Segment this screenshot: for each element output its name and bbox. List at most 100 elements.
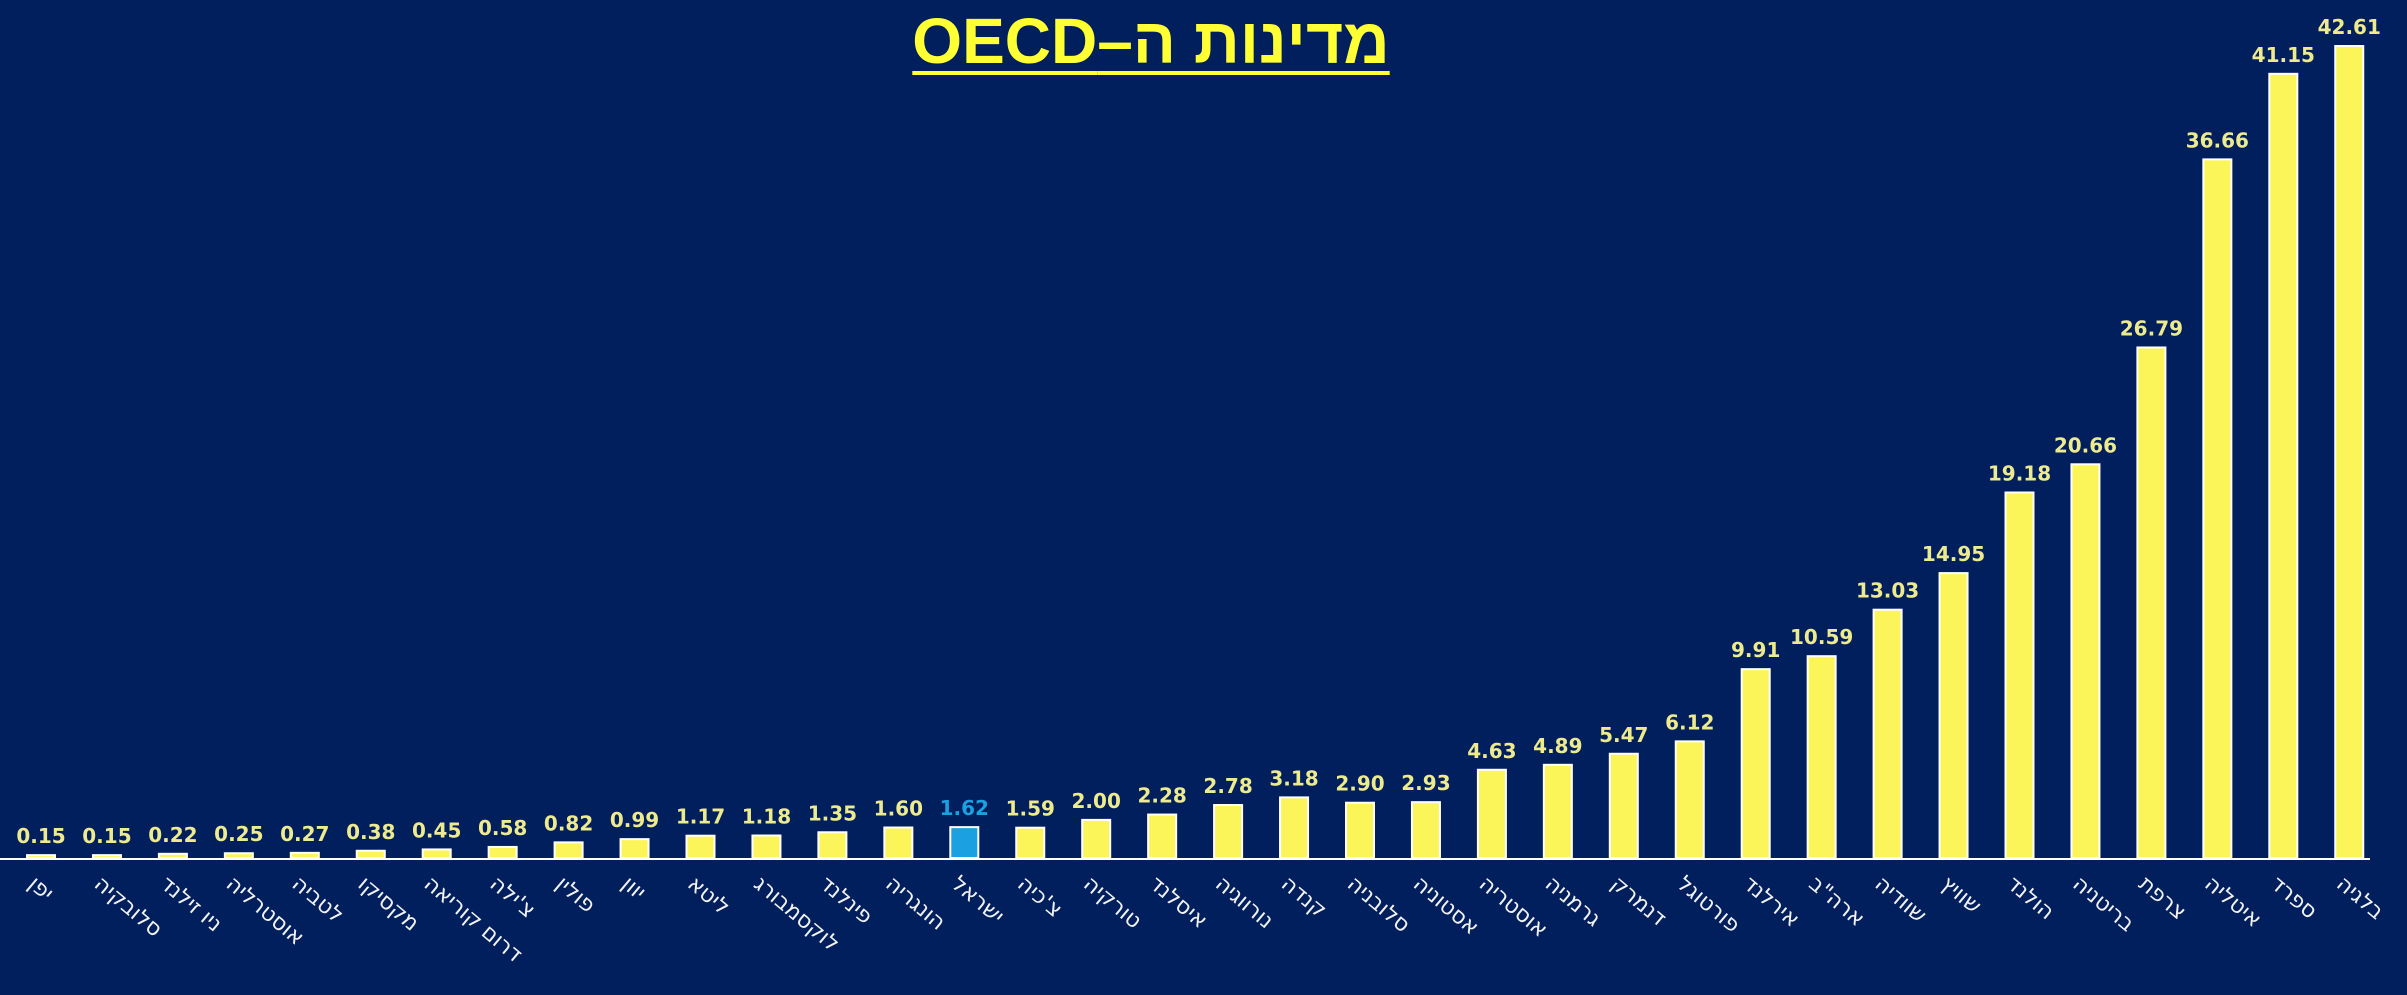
- x-tick-label: אסטוניה: [1408, 871, 1483, 940]
- value-label: 4.63: [1467, 739, 1516, 763]
- bar: [1872, 608, 1903, 860]
- bar: [2268, 72, 2299, 860]
- bar: [685, 834, 716, 859]
- value-label: 0.58: [478, 816, 527, 840]
- x-tick-label: סלובקיה: [89, 871, 167, 942]
- chart-title: מדינות ה–OECD: [912, 5, 1390, 77]
- bar: [2070, 463, 2101, 859]
- x-tick-label: מקסיקו: [353, 871, 424, 936]
- bar: [1806, 655, 1837, 859]
- x-tick-label: ניו זילנד: [155, 871, 227, 937]
- bar: [553, 841, 584, 859]
- value-label: 20.66: [2054, 433, 2117, 457]
- bar: [1081, 818, 1112, 860]
- bar: [1147, 813, 1178, 859]
- value-label: 2.00: [1072, 789, 1121, 813]
- x-tick-label: ארה"ב: [1804, 871, 1869, 932]
- x-tick-label: יפן: [23, 871, 58, 906]
- value-label: 0.45: [412, 818, 461, 842]
- bar: [1608, 752, 1639, 859]
- value-label: 0.99: [610, 808, 659, 832]
- bar: [289, 851, 320, 860]
- x-tick-label: שוויץ: [1936, 871, 1986, 919]
- bar: [1938, 572, 1969, 859]
- bar: [91, 854, 122, 860]
- x-tick-label: קנדה: [1276, 871, 1331, 923]
- value-label: 0.22: [148, 823, 197, 847]
- bar: [751, 834, 782, 859]
- value-label: 1.35: [808, 801, 857, 825]
- value-label: 0.15: [82, 824, 131, 848]
- bar: [487, 845, 518, 860]
- bar: [2334, 45, 2365, 859]
- value-label: 2.78: [1203, 774, 1252, 798]
- x-tick-label: נורווגיה: [1210, 871, 1278, 934]
- bar: [1410, 801, 1441, 860]
- value-label: 19.18: [1988, 461, 2051, 485]
- x-tick-label: צרפת: [2134, 871, 2191, 925]
- value-label: 1.62: [940, 796, 989, 820]
- x-tick-label: פורטוגל: [1672, 871, 1745, 938]
- x-tick-label: טורקיה: [1078, 871, 1146, 934]
- value-label: 0.27: [280, 822, 329, 846]
- bar: [883, 826, 914, 860]
- x-tick-label: סלובניה: [1342, 871, 1414, 937]
- x-tick-label: צ'כיה: [1012, 871, 1066, 922]
- bar: [619, 838, 650, 860]
- bar: [1740, 668, 1771, 859]
- value-label: 1.18: [742, 805, 791, 829]
- x-tick-label: איטליה: [2199, 871, 2265, 932]
- x-tick-label: שוודיה: [1870, 871, 1931, 928]
- bar: [2004, 491, 2035, 859]
- x-tick-label: אירלנד: [1738, 871, 1804, 932]
- x-tick-label: בריטניה: [2068, 871, 2140, 937]
- value-label: 2.28: [1137, 784, 1186, 808]
- x-tick-label: פולין: [551, 871, 600, 918]
- value-label: 9.91: [1731, 638, 1780, 662]
- bar: [1345, 801, 1375, 859]
- bar: [817, 831, 848, 859]
- value-label: 4.89: [1533, 734, 1582, 758]
- bar: [1476, 768, 1507, 859]
- value-label: 10.59: [1790, 625, 1853, 649]
- bar: [1015, 826, 1046, 860]
- value-label: 13.03: [1856, 579, 1919, 603]
- bar: [1213, 804, 1244, 859]
- value-label: 1.17: [676, 805, 725, 829]
- value-label: 26.79: [2120, 316, 2183, 340]
- value-label: 0.38: [346, 820, 395, 844]
- bar: [355, 849, 386, 859]
- x-tick-label: דנמרק: [1606, 871, 1671, 931]
- x-tick-label: הולנד: [2002, 871, 2059, 925]
- x-tick-label: איסלנד: [1144, 871, 1212, 933]
- value-label: 0.25: [214, 822, 263, 846]
- bar: [26, 854, 56, 860]
- bar: [2136, 346, 2167, 859]
- value-label: 0.15: [16, 824, 65, 848]
- x-tick-label: ליטא: [683, 871, 735, 920]
- bar: [949, 826, 980, 859]
- value-label: 2.93: [1401, 771, 1450, 795]
- bar: [223, 852, 254, 859]
- bar: [1542, 763, 1573, 859]
- value-label: 5.47: [1599, 723, 1648, 747]
- value-label: 0.82: [544, 811, 593, 835]
- value-label: 36.66: [2186, 128, 2249, 152]
- bar: [157, 852, 188, 859]
- bar: [2202, 158, 2233, 859]
- x-tick-label: ישראל: [946, 871, 1008, 929]
- x-tick-label: צ'ילה: [485, 871, 540, 923]
- x-tick-label: אוסטריה: [1474, 871, 1552, 942]
- value-label: 41.15: [2252, 43, 2315, 67]
- value-label: 2.90: [1335, 772, 1384, 796]
- x-tick-label: בלגיה: [2331, 871, 2388, 925]
- value-label: 1.59: [1006, 797, 1055, 821]
- bar: [421, 848, 452, 860]
- x-tick-label: ספרד: [2265, 871, 2321, 924]
- value-label: 6.12: [1665, 710, 1714, 734]
- value-label: 42.61: [2318, 15, 2381, 39]
- bar: [1279, 796, 1310, 860]
- value-label: 3.18: [1269, 766, 1318, 790]
